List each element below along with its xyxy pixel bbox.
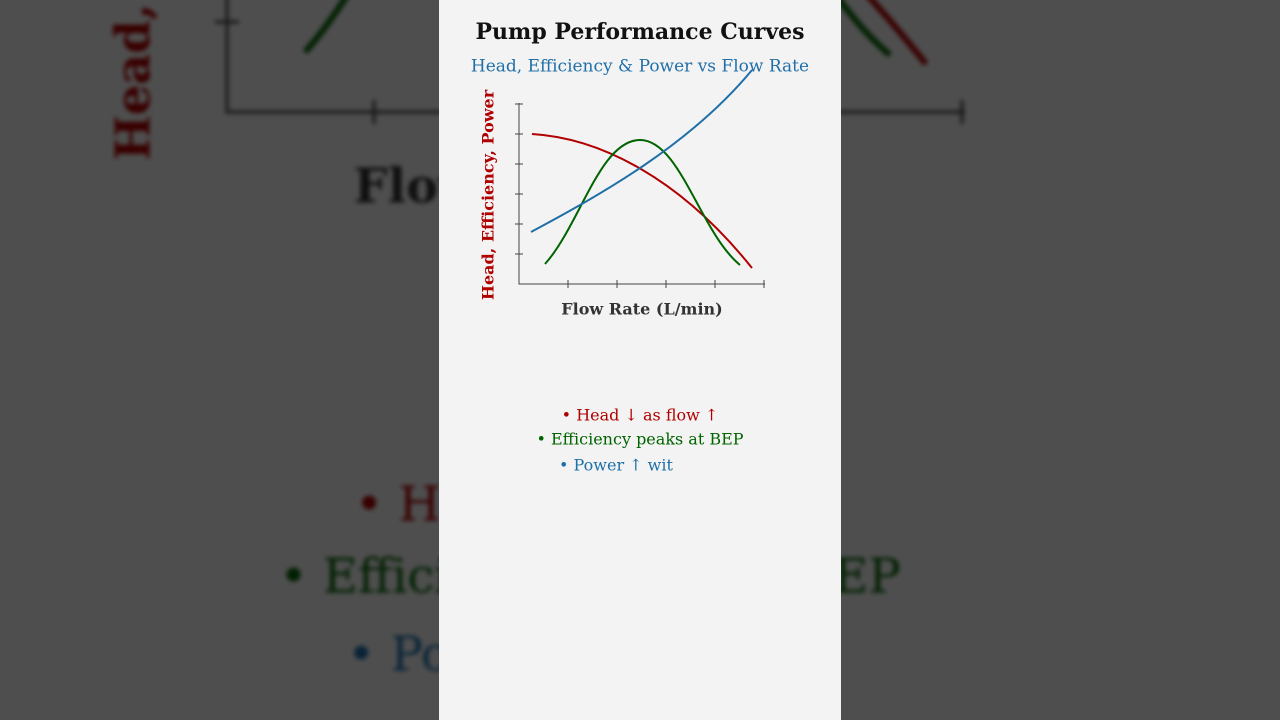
subtitle: Head, Efficiency & Power vs Flow Rate <box>471 57 809 77</box>
bullet-efficiency: • Efficiency peaks at BEP <box>536 430 743 449</box>
power-curve <box>530 69 753 233</box>
x-axis-label: Flow Rate (L/min) <box>561 300 723 319</box>
efficiency-curve <box>544 138 741 266</box>
panel <box>439 0 841 720</box>
y-ticks <box>515 103 523 255</box>
bullet-head: • Head ↓ as flow ↑ <box>562 406 719 425</box>
panel-content: Pump Performance Curves Head, Efficiency… <box>471 19 809 475</box>
bullet-power: • Power ↑ wit <box>559 456 673 475</box>
axis-lines <box>518 103 765 285</box>
y-axis-label: Head, Efficiency, Power <box>479 89 498 300</box>
title: Pump Performance Curves <box>476 19 805 45</box>
axes <box>515 103 765 288</box>
x-ticks <box>567 280 765 288</box>
